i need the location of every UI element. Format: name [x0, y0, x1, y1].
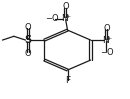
Text: −O: −O [100, 48, 114, 57]
Text: O: O [63, 2, 69, 11]
Text: −O: −O [45, 14, 58, 23]
Text: +: + [106, 36, 111, 41]
Text: S: S [24, 35, 31, 45]
Text: +: + [65, 14, 70, 20]
Text: O: O [25, 23, 31, 32]
Text: F: F [65, 76, 70, 85]
Text: N: N [103, 36, 109, 45]
Text: N: N [62, 14, 68, 23]
Text: O: O [25, 49, 31, 58]
Text: O: O [104, 24, 110, 33]
